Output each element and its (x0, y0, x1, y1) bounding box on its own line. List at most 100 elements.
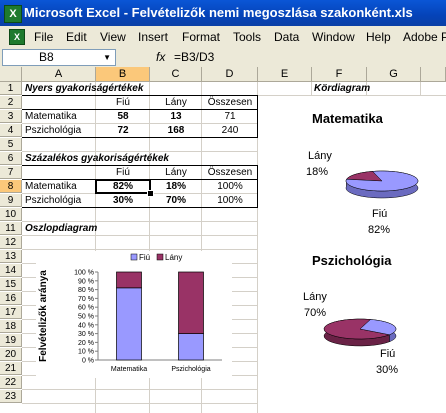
y-tick-label: 50 % (78, 314, 94, 321)
menu-data[interactable]: Data (274, 30, 300, 44)
pie-value-fiu: 30% (376, 364, 399, 376)
menu-edit[interactable]: Edit (66, 30, 87, 44)
cell-c8[interactable]: 18% (165, 181, 186, 192)
cell-d7[interactable]: Összesen (207, 167, 253, 178)
menu-format[interactable]: Format (182, 30, 221, 44)
row-header-13[interactable]: 13 (0, 250, 22, 263)
gridline (22, 151, 446, 152)
row-header-4[interactable]: 4 (0, 124, 22, 137)
cell-c2[interactable]: Lány (165, 97, 187, 108)
active-cell-selection[interactable] (95, 179, 151, 194)
menu-window[interactable]: Window (312, 30, 355, 44)
cell-b3[interactable]: 58 (117, 111, 129, 122)
workbook-icon[interactable]: X (9, 29, 25, 45)
row-header-15[interactable]: 15 (0, 278, 22, 291)
y-tick-label: 10 % (78, 349, 94, 356)
column-header-f[interactable]: F (312, 67, 367, 82)
bar-fiú (178, 333, 204, 361)
row-header-3[interactable]: 3 (0, 110, 22, 123)
row-header-12[interactable]: 12 (0, 236, 22, 249)
menu-help[interactable]: Help (366, 30, 391, 44)
menu-adobe[interactable]: Adobe PI (403, 30, 446, 44)
gridline (22, 361, 446, 362)
row-header-19[interactable]: 19 (0, 334, 22, 347)
name-box[interactable]: B8 ▼ (2, 49, 116, 66)
cell-a3[interactable]: Matematika (25, 111, 77, 122)
gridline (22, 221, 446, 222)
cell-d9[interactable]: 100% (217, 195, 243, 206)
x-tick-label: Pszichológia (171, 366, 210, 373)
row-header-10[interactable]: 10 (0, 208, 22, 221)
column-header-e[interactable]: E (258, 67, 312, 82)
gridline (22, 123, 446, 124)
cell-d8[interactable]: 100% (217, 181, 243, 192)
formula-input[interactable]: =B3/D3 (174, 50, 215, 64)
cell-b8[interactable]: 82% (112, 181, 133, 192)
cell-a1[interactable]: Nyers gyakoriságértékek (25, 83, 144, 94)
cell-b2[interactable]: Fiú (116, 97, 130, 108)
y-axis-title: Felvételizők aránya (38, 270, 49, 362)
function-icon[interactable]: fx (156, 50, 166, 64)
cell-a6[interactable]: Százalékos gyakoriságértékek (25, 153, 169, 164)
cell-b7[interactable]: Fiú (116, 167, 130, 178)
cell-c9[interactable]: 70% (165, 195, 186, 206)
pie-chart-pszichologia[interactable] (318, 315, 408, 355)
row-header-17[interactable]: 17 (0, 306, 22, 319)
cell-d4[interactable]: 240 (221, 125, 239, 136)
cell-a9[interactable]: Pszichológia (25, 195, 82, 206)
cell-c4[interactable]: 168 (167, 125, 185, 136)
row-header-6[interactable]: 6 (0, 152, 22, 165)
row-header-7[interactable]: 7 (0, 166, 22, 179)
row-header-16[interactable]: 16 (0, 292, 22, 305)
row-header-1[interactable]: 1 (0, 82, 22, 95)
worksheet-grid[interactable]: A B C D E F G 1 2 3 4 5 6 7 8 9 10 11 12… (0, 67, 446, 413)
column-header-a[interactable]: A (22, 67, 96, 82)
column-header-g[interactable]: G (367, 67, 421, 82)
cell-a4[interactable]: Pszichológia (25, 125, 82, 136)
cell-f1[interactable]: Kördiagram (314, 83, 371, 94)
pie-slice-lány (323, 318, 391, 340)
row-header-9[interactable]: 9 (0, 194, 22, 207)
column-chart[interactable]: 0 % 10 % 20 % 30 % 40 % 50 % 60 % 70 % 80 % 90 % 1… (36, 251, 232, 378)
cell-b4[interactable]: 72 (117, 125, 129, 136)
cell-a8[interactable]: Matematika (25, 181, 77, 192)
cell-d2[interactable]: Összesen (207, 97, 253, 108)
column-header-b[interactable]: B (96, 67, 150, 82)
select-all-corner[interactable] (0, 67, 22, 82)
chevron-down-icon[interactable]: ▼ (103, 53, 111, 62)
row-header-23[interactable]: 23 (0, 390, 22, 403)
gridline (201, 82, 202, 413)
column-header-d[interactable]: D (202, 67, 258, 82)
row-header-20[interactable]: 20 (0, 348, 22, 361)
pie-chart-matematika[interactable] (340, 167, 430, 207)
cell-c3[interactable]: 13 (170, 111, 182, 122)
menu-file[interactable]: File (34, 30, 54, 44)
row-header-22[interactable]: 22 (0, 376, 22, 389)
fill-handle[interactable] (147, 190, 154, 197)
row-header-14[interactable]: 14 (0, 264, 22, 277)
row-header-21[interactable]: 21 (0, 362, 22, 375)
column-header-c[interactable]: C (150, 67, 202, 82)
row-header-8[interactable]: 8 (0, 180, 22, 193)
menu-insert[interactable]: Insert (138, 30, 169, 44)
row-header-18[interactable]: 18 (0, 320, 22, 333)
pie-chart-area[interactable] (258, 96, 446, 413)
cell-b9[interactable]: 30% (112, 195, 133, 206)
column-header-h[interactable] (421, 67, 446, 82)
bar-fiú (116, 287, 142, 361)
cell-d3[interactable]: 71 (224, 111, 236, 122)
x-tick-label: Matematika (111, 366, 147, 373)
row-header-2[interactable]: 2 (0, 96, 22, 109)
gridline (22, 403, 446, 404)
cell-a11[interactable]: Oszlopdiagram (25, 223, 98, 234)
cell-c7[interactable]: Lány (165, 167, 187, 178)
table-border (22, 165, 258, 208)
row-header-5[interactable]: 5 (0, 138, 22, 151)
gridline (22, 291, 446, 292)
menu-tools[interactable]: Tools (233, 30, 262, 44)
gridline (22, 305, 446, 306)
bar-lány (116, 271, 142, 289)
pie-title-pszichologia: Pszichológia (312, 253, 392, 268)
menu-view[interactable]: View (100, 30, 126, 44)
row-header-11[interactable]: 11 (0, 222, 22, 235)
